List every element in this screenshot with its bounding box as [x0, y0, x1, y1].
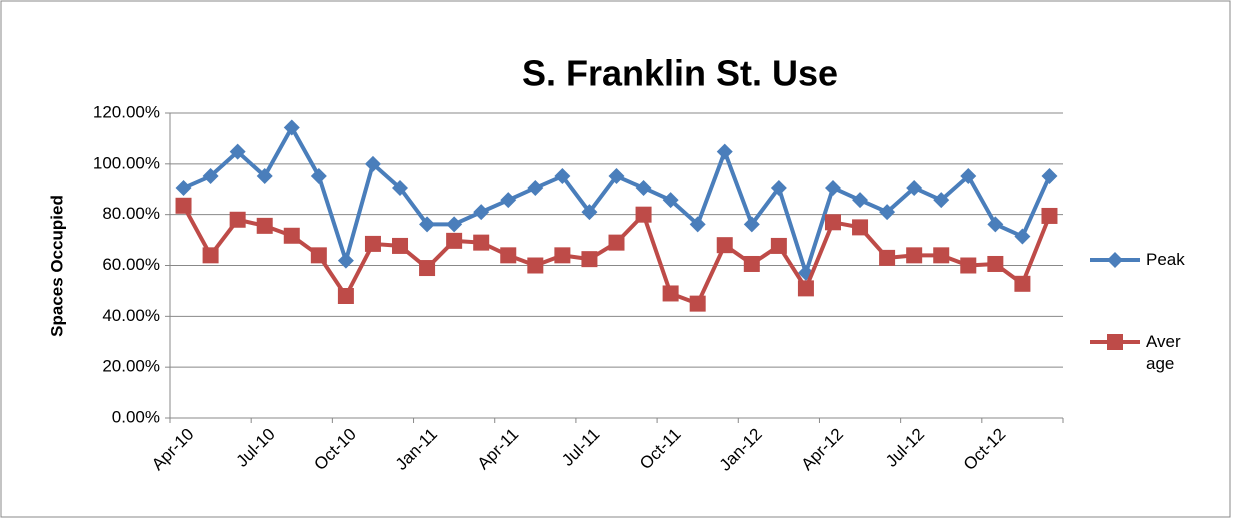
marker — [960, 168, 977, 185]
marker — [743, 255, 760, 272]
marker — [419, 260, 436, 277]
marker — [608, 234, 625, 251]
legend-label: Average — [1146, 332, 1181, 373]
marker — [906, 179, 923, 196]
marker — [364, 235, 381, 252]
y-tick-label: 80.00% — [102, 204, 160, 223]
marker — [229, 143, 246, 160]
marker — [283, 227, 300, 244]
marker — [1107, 252, 1123, 268]
y-tick-label: 100.00% — [93, 153, 160, 172]
marker — [635, 179, 652, 196]
marker — [824, 179, 841, 196]
marker — [1014, 275, 1031, 292]
marker — [527, 179, 544, 196]
marker — [527, 257, 544, 274]
marker — [960, 257, 977, 274]
marker — [364, 155, 381, 172]
marker — [987, 216, 1004, 233]
marker — [770, 237, 787, 254]
marker — [202, 168, 219, 185]
marker — [337, 288, 354, 304]
y-tick-label: 60.00% — [102, 255, 160, 274]
chart-title: S. Franklin St. Use — [522, 53, 838, 94]
marker — [256, 217, 273, 234]
marker — [256, 168, 273, 185]
marker — [1041, 207, 1058, 224]
marker — [879, 249, 896, 266]
marker — [283, 119, 300, 136]
marker — [175, 179, 192, 196]
marker — [689, 295, 706, 312]
marker — [446, 216, 463, 233]
marker — [662, 192, 679, 209]
marker — [716, 237, 733, 254]
marker — [689, 216, 706, 233]
marker — [202, 247, 219, 264]
marker — [635, 206, 652, 223]
marker — [581, 204, 598, 221]
marker — [419, 216, 436, 233]
marker — [310, 247, 327, 264]
marker — [933, 247, 950, 264]
marker — [446, 232, 463, 249]
marker — [1107, 334, 1123, 350]
marker — [392, 237, 409, 254]
marker — [743, 216, 760, 233]
marker — [473, 204, 490, 221]
marker — [797, 280, 814, 297]
marker — [554, 247, 571, 264]
marker — [229, 211, 246, 228]
legend-label: Peak — [1146, 250, 1185, 269]
marker — [852, 192, 869, 209]
marker — [500, 192, 517, 209]
marker — [1041, 168, 1058, 185]
marker — [608, 168, 625, 185]
marker — [770, 179, 787, 196]
marker — [987, 255, 1004, 272]
marker — [554, 168, 571, 185]
marker — [337, 252, 354, 269]
marker — [175, 197, 192, 214]
marker — [581, 251, 598, 268]
marker — [662, 285, 679, 302]
marker — [824, 214, 841, 231]
marker — [879, 204, 896, 221]
marker — [716, 143, 733, 160]
marker — [392, 179, 409, 196]
y-axis-label: Spaces Occupied — [47, 195, 66, 337]
marker — [473, 234, 490, 251]
y-tick-label: 40.00% — [102, 306, 160, 325]
y-tick-label: 120.00% — [93, 102, 160, 121]
marker — [310, 168, 327, 185]
marker — [852, 219, 869, 236]
marker — [500, 247, 517, 264]
marker — [1014, 228, 1031, 245]
marker — [906, 247, 923, 264]
marker — [933, 192, 950, 209]
y-tick-label: 0.00% — [112, 407, 160, 426]
y-tick-label: 20.00% — [102, 357, 160, 376]
